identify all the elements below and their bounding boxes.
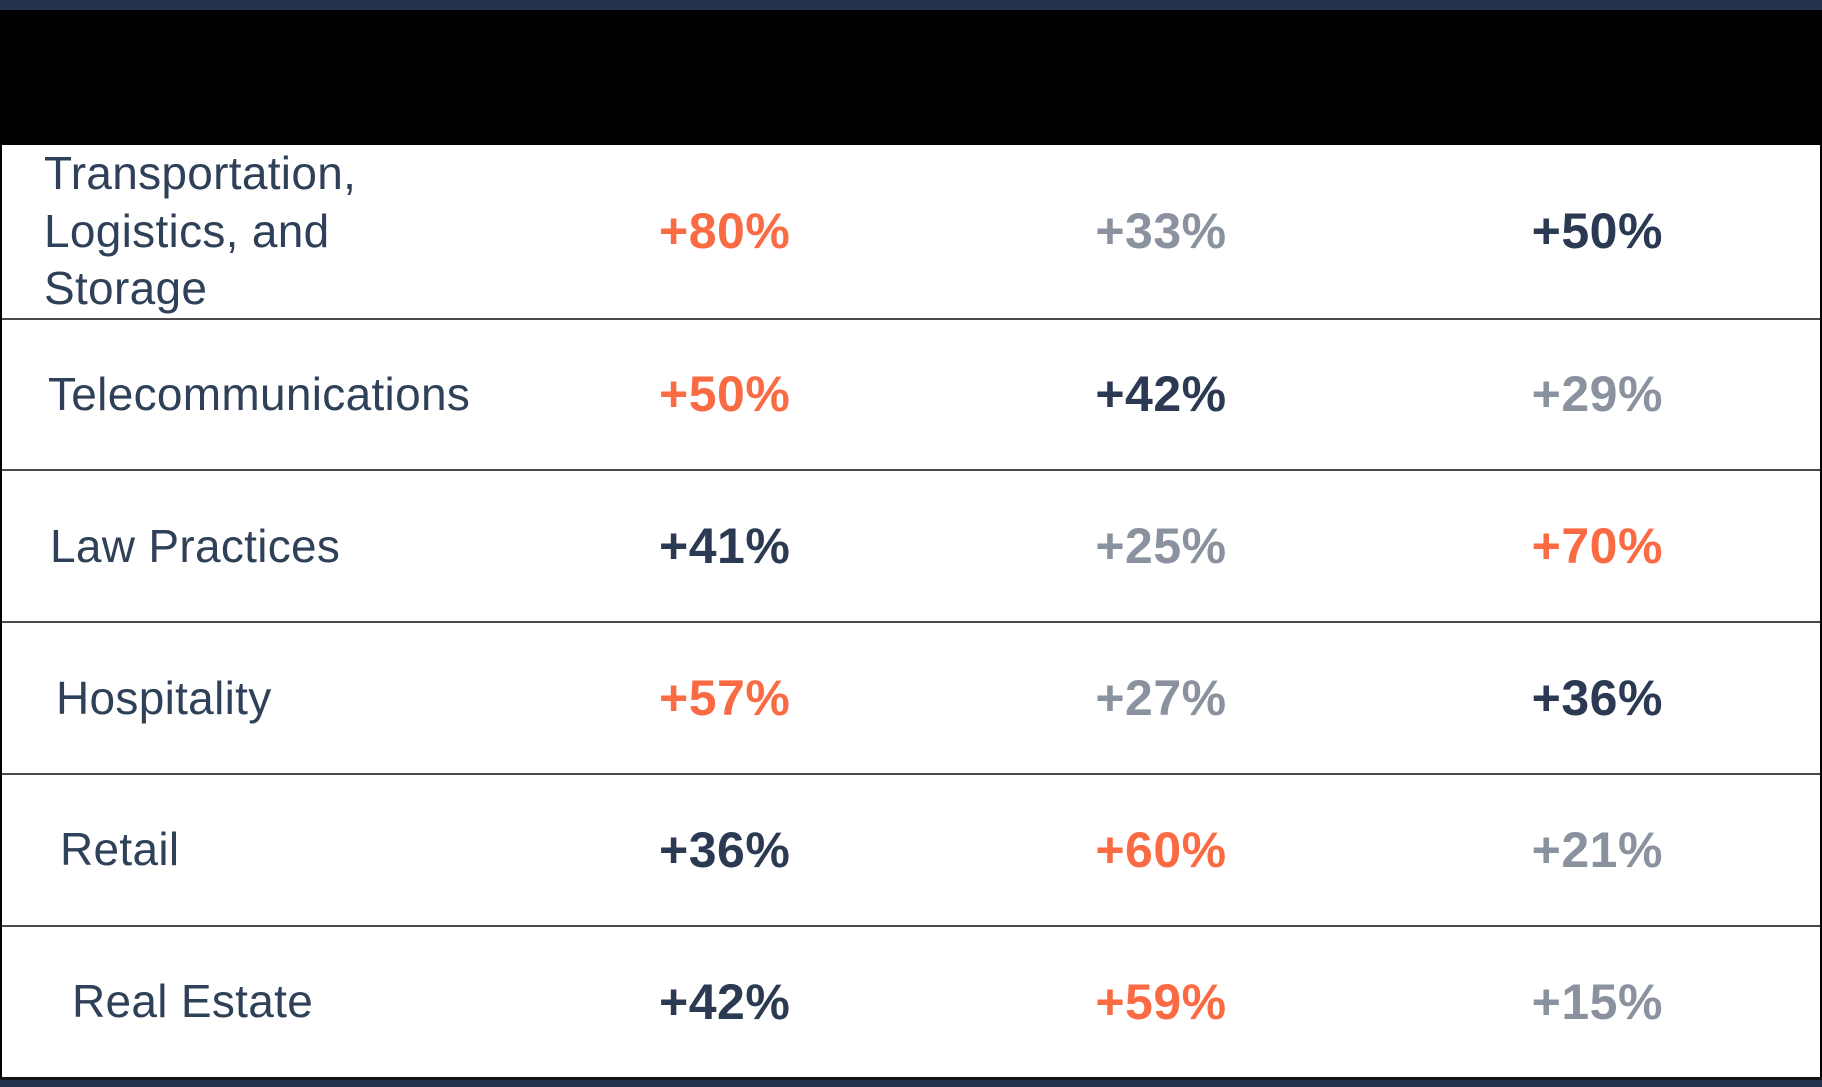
value-cell-2: +33% — [947, 202, 1374, 260]
value-cell-3: +29% — [1375, 365, 1820, 423]
industry-label: Transportation, Logistics, and Storage — [2, 145, 502, 318]
value-cell-2: +27% — [947, 669, 1374, 727]
value-cell-1: +50% — [502, 365, 947, 423]
value-cell-1: +36% — [502, 821, 947, 879]
percent-value: +50% — [659, 366, 791, 423]
value-cell-1: +42% — [502, 973, 947, 1031]
value-cell-3: +15% — [1375, 973, 1820, 1031]
value-cell-1: +41% — [502, 517, 947, 575]
table-row: Real Estate +42% +59% +15% — [2, 927, 1820, 1078]
redacted-header-band — [0, 10, 1822, 145]
percent-value: +36% — [659, 822, 791, 879]
value-cell-2: +59% — [947, 973, 1374, 1031]
bottom-border-strip — [0, 1077, 1822, 1087]
industry-growth-table: Transportation, Logistics, and Storage +… — [0, 145, 1822, 1078]
industry-label-text: Hospitality — [56, 671, 272, 724]
top-border-strip — [0, 0, 1822, 10]
percent-value: +57% — [659, 670, 791, 727]
industry-label: Hospitality — [2, 670, 502, 728]
table-row: Law Practices +41% +25% +70% — [2, 471, 1820, 624]
value-cell-1: +80% — [502, 202, 947, 260]
industry-label-text: Telecommunications — [48, 367, 471, 420]
percent-value: +41% — [659, 518, 791, 575]
percent-value: +70% — [1531, 518, 1663, 575]
table-row: Telecommunications +50% +42% +29% — [2, 319, 1820, 472]
value-cell-2: +42% — [947, 365, 1374, 423]
percent-value: +59% — [1095, 974, 1227, 1031]
percent-value: +50% — [1531, 203, 1663, 260]
percent-value: +27% — [1095, 670, 1227, 727]
value-cell-3: +70% — [1375, 517, 1820, 575]
value-cell-2: +25% — [947, 517, 1374, 575]
industry-label: Real Estate — [2, 973, 502, 1031]
percent-value: +80% — [659, 203, 791, 260]
value-cell-3: +21% — [1375, 821, 1820, 879]
percent-value: +42% — [1095, 366, 1227, 423]
table-row: Retail +36% +60% +21% — [2, 775, 1820, 928]
table-row: Transportation, Logistics, and Storage +… — [2, 145, 1820, 320]
percent-value: +25% — [1095, 518, 1227, 575]
industry-label-text: Retail — [60, 823, 180, 876]
value-cell-3: +36% — [1375, 669, 1820, 727]
percent-value: +33% — [1095, 203, 1227, 260]
industry-label-text: Real Estate — [72, 975, 314, 1028]
percent-value: +21% — [1531, 822, 1663, 879]
percent-value: +29% — [1531, 366, 1663, 423]
industry-label-text: Transportation, Logistics, and Storage — [44, 147, 357, 314]
industry-label: Law Practices — [2, 518, 502, 576]
value-cell-2: +60% — [947, 821, 1374, 879]
value-cell-1: +57% — [502, 669, 947, 727]
value-cell-3: +50% — [1375, 202, 1820, 260]
industry-label-text: Law Practices — [50, 519, 341, 572]
percent-value: +60% — [1095, 822, 1227, 879]
percent-value: +36% — [1531, 670, 1663, 727]
industry-label: Retail — [2, 821, 502, 879]
table-row: Hospitality +57% +27% +36% — [2, 623, 1820, 776]
percent-value: +42% — [659, 974, 791, 1031]
industry-label: Telecommunications — [2, 366, 502, 424]
percent-value: +15% — [1531, 974, 1663, 1031]
